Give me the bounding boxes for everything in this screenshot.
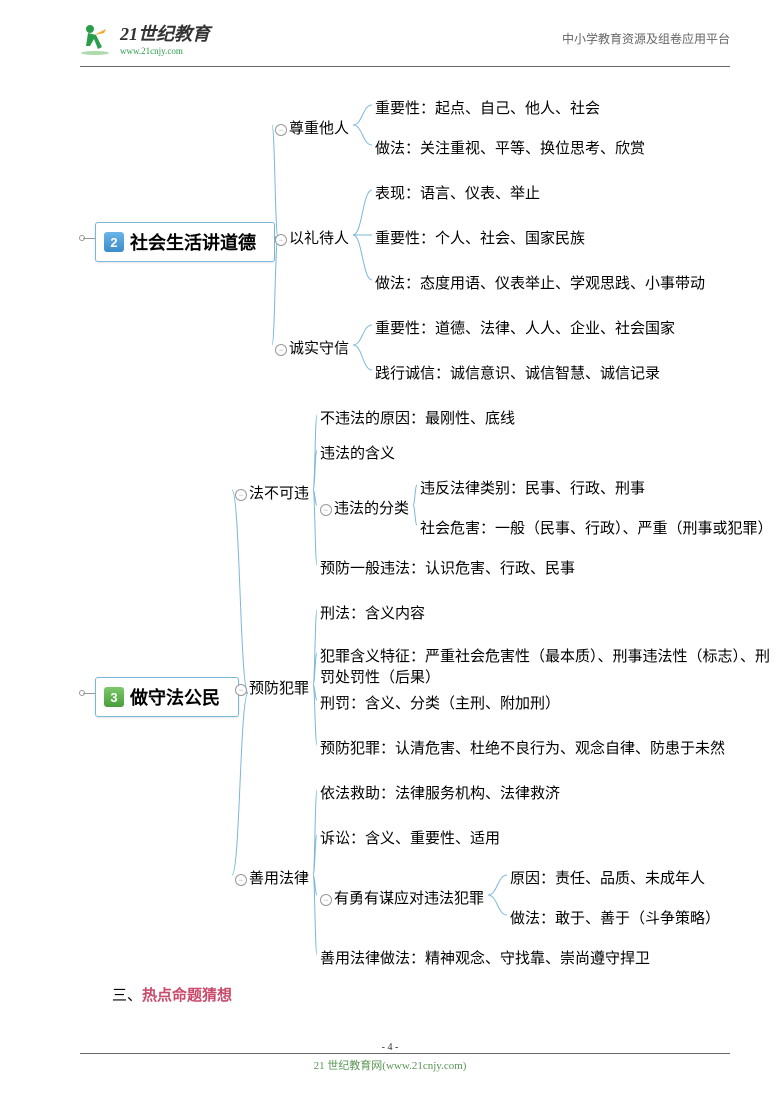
minus-icon: − [235,684,247,696]
leaf-label: 重要性：个人、社会、国家民族 [375,231,585,247]
leaf-label: 违法的分类 [334,501,409,517]
leaf-label: 犯罪含义特征：严重社会危害性（最本质）、刑事违法性（标志）、刑罚处罚性（后果） [320,649,770,686]
branch-label: 诚实守信 [289,341,349,357]
leaf-label: 践行诚信：诚信意识、诚信智慧、诚信记录 [375,366,660,382]
leaf-node: 诉讼：含义、重要性、适用 [320,827,500,848]
leaf-label: 预防犯罪：认清危害、杜绝不良行为、观念自律、防患于未然 [320,741,725,757]
minus-icon: − [235,489,247,501]
minus-icon: − [320,894,332,906]
minus-icon: − [320,504,332,516]
leaf-label: 重要性：道德、法律、人人、企业、社会国家 [375,321,675,337]
leaf-node: 依法救助：法律服务机构、法律救济 [320,782,560,803]
leaf-node: 刑法：含义内容 [320,602,425,623]
leaf-label: 有勇有谋应对违法犯罪 [334,891,484,907]
branch-node: −善用法律 [235,867,309,888]
leaf-node: 预防犯罪：认清危害、杜绝不良行为、观念自律、防患于未然 [320,737,725,758]
minus-icon: − [275,344,287,356]
root-label: 社会生活讲道德 [130,229,256,255]
root-node: 3 做守法公民 [95,677,239,717]
mindmap-morality: 2社会生活讲道德−尊重他人重要性：起点、自己、他人、社会做法：关注重视、平等、换… [0,87,780,387]
leaf-node: 预防一般违法：认识危害、行政、民事 [320,557,575,578]
section-prefix: 三、 [112,988,142,1004]
minus-icon: − [275,124,287,136]
leaf-node: 重要性：道德、法律、人人、企业、社会国家 [375,317,675,338]
page-number: - 4 - [0,1042,780,1053]
leaf-node: 犯罪含义特征：严重社会危害性（最本质）、刑事违法性（标志）、刑罚处罚性（后果） [320,645,780,687]
leaf-node: −有勇有谋应对违法犯罪 [320,887,484,908]
root-label: 做守法公民 [130,684,220,710]
root-node: 2 社会生活讲道德 [95,222,275,262]
leaf-label: 社会危害：一般（民事、行政）、严重（刑事或犯罪） [420,521,773,537]
leaf-label: 违反法律类别：民事、行政、刑事 [420,481,645,497]
leaf-node: 善用法律做法：精神观念、守找靠、崇尚遵守捍卫 [320,947,650,968]
branch-node: −诚实守信 [275,337,349,358]
logo-main-text: 21世纪教育 [120,20,210,46]
leaf-node: 表现：语言、仪表、举止 [375,182,540,203]
leaf-node: 社会危害：一般（民事、行政）、严重（刑事或犯罪） [420,517,773,538]
branch-label: 预防犯罪 [249,681,309,697]
leaf-node: −违法的分类 [320,497,409,518]
branch-label: 善用法律 [249,871,309,887]
header-right-text: 中小学教育资源及组卷应用平台 [562,30,730,47]
leaf-label: 重要性：起点、自己、他人、社会 [375,101,600,117]
logo-icon [80,21,115,56]
leaf-node: 做法：态度用语、仪表举止、学观思践、小事带动 [375,272,705,293]
footer-text: 21 世纪教育网(www.21cnjy.com) [0,1057,780,1073]
leaf-label: 违法的含义 [320,446,395,462]
leaf-label: 做法：敢于、善于（斗争策略） [510,911,720,927]
leaf-label: 诉讼：含义、重要性、适用 [320,831,500,847]
branch-label: 法不可违 [249,486,309,502]
mindmap-law: 3做守法公民−法不可违不违法的原因：最刚性、底线违法的含义−违法的分类违反法律类… [0,397,780,972]
root-badge: 2 [104,232,124,252]
leaf-node: 违反法律类别：民事、行政、刑事 [420,477,645,498]
leaf-label: 不违法的原因：最刚性、底线 [320,411,515,427]
branch-node: −法不可违 [235,482,309,503]
leaf-node: 违法的含义 [320,442,395,463]
leaf-label: 原因：责任、品质、未成年人 [510,871,705,887]
branch-node: −尊重他人 [275,117,349,138]
leaf-label: 预防一般违法：认识危害、行政、民事 [320,561,575,577]
leaf-node: 重要性：个人、社会、国家民族 [375,227,585,248]
minus-icon: − [275,234,287,246]
branch-node: −预防犯罪 [235,677,309,698]
leaf-label: 刑法：含义内容 [320,606,425,622]
leaf-node: 做法：关注重视、平等、换位思考、欣赏 [375,137,645,158]
leaf-node: 刑罚：含义、分类（主刑、附加刑） [320,692,560,713]
leaf-label: 依法救助：法律服务机构、法律救济 [320,786,560,802]
leaf-label: 做法：关注重视、平等、换位思考、欣赏 [375,141,645,157]
footer: - 4 - 21 世纪教育网(www.21cnjy.com) [0,1042,780,1073]
content: 2社会生活讲道德−尊重他人重要性：起点、自己、他人、社会做法：关注重视、平等、换… [0,67,780,1005]
branch-label: 以礼待人 [289,231,349,247]
leaf-label: 善用法律做法：精神观念、守找靠、崇尚遵守捍卫 [320,951,650,967]
leaf-label: 刑罚：含义、分类（主刑、附加刑） [320,696,560,712]
leaf-node: 践行诚信：诚信意识、诚信智慧、诚信记录 [375,362,660,383]
logo: 21世纪教育 www.21cnjy.com [80,20,210,56]
page-header: 21世纪教育 www.21cnjy.com 中小学教育资源及组卷应用平台 [0,0,780,61]
section-3-heading: 三、热点命题猜想 [112,984,780,1005]
leaf-node: 原因：责任、品质、未成年人 [510,867,705,888]
minus-icon: − [235,874,247,886]
leaf-node: 做法：敢于、善于（斗争策略） [510,907,720,928]
leaf-label: 做法：态度用语、仪表举止、学观思践、小事带动 [375,276,705,292]
logo-sub-text: www.21cnjy.com [120,46,210,56]
branch-node: −以礼待人 [275,227,349,248]
footer-divider [80,1053,730,1054]
leaf-node: 重要性：起点、自己、他人、社会 [375,97,600,118]
leaf-node: 不违法的原因：最刚性、底线 [320,407,515,428]
root-badge: 3 [104,687,124,707]
section-title: 热点命题猜想 [142,988,232,1004]
branch-label: 尊重他人 [289,121,349,137]
leaf-label: 表现：语言、仪表、举止 [375,186,540,202]
